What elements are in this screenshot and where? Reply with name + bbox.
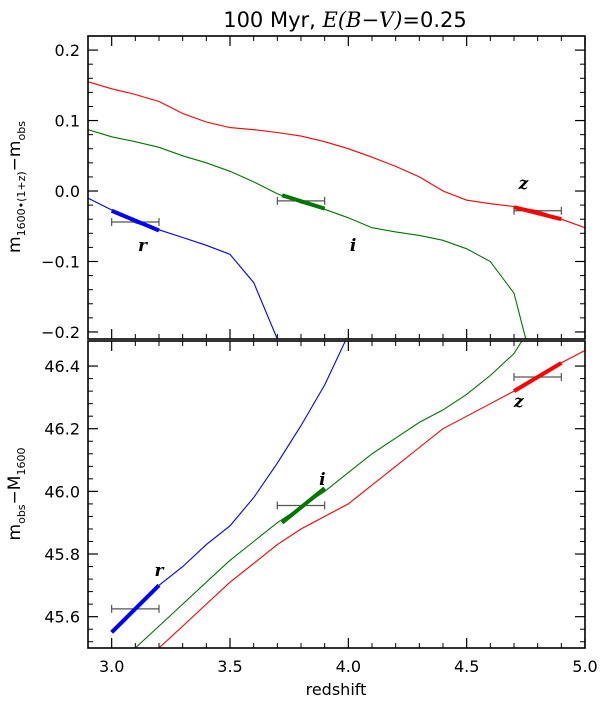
- top-ytick-label: 0.1: [55, 112, 80, 131]
- bottom-band-i-segment: [280, 486, 326, 525]
- bottom-xtick-label: 5.0: [572, 657, 597, 676]
- bottom-xtick-label: 4.5: [454, 657, 479, 676]
- top-band-z-segment: [513, 205, 562, 222]
- figure-title: 100 Myr, E(B−V)=0.25: [223, 8, 467, 32]
- top-series-group: [88, 81, 585, 339]
- bottom-axes: 45.6 45.8 46.0 46.2 46.4 3.0 3.5 4.0 4.5 5.0: [44, 341, 598, 676]
- bottom-band-label-i: i: [319, 470, 325, 490]
- bottom-ytick-label: 45.8: [44, 545, 80, 564]
- top-ytick-label: 0.0: [55, 182, 80, 201]
- bottom-xtick-label: 3.5: [217, 657, 242, 676]
- bottom-plot-area: r i z: [110, 341, 585, 648]
- top-band-label-z: z: [518, 174, 529, 194]
- top-band-r-segment: [110, 208, 160, 233]
- top-series-line-2: [88, 81, 585, 229]
- bottom-band-r-segment: [110, 583, 161, 634]
- bottom-series-line-0: [111, 341, 346, 633]
- x-axis-label: redshift: [306, 680, 367, 699]
- top-frame: [87, 35, 586, 340]
- bottom-ytick-label: 46.0: [44, 482, 80, 501]
- top-ytick-label: 0.2: [55, 41, 80, 60]
- bottom-ytick-label: 46.2: [44, 420, 80, 439]
- top-panel: r i z −0.2 −0.1 0.0 0.1 0.2 m1600•(1+z)−mobs: [5, 35, 586, 342]
- bottom-ytick-label: 45.6: [44, 608, 80, 627]
- top-ytick-label: −0.1: [41, 252, 80, 271]
- top-series-line-1: [88, 129, 527, 339]
- bottom-band-label-r: r: [155, 561, 165, 581]
- top-series-line-0: [88, 197, 278, 339]
- bottom-ylabel: mobs−M1600: [5, 448, 28, 541]
- bottom-series-group: [111, 341, 585, 648]
- bottom-panel: riz 45.645.846.046.246.43.0 3.5 4.0 4.5 5.0 …: [5, 340, 598, 676]
- top-axes: −0.2 −0.1 0.0 0.1 0.2: [41, 36, 586, 342]
- top-ylabel: m1600•(1+z)−mobs: [5, 121, 28, 253]
- bottom-xtick-label: 3.0: [99, 657, 124, 676]
- bottom-ytick-label: 46.4: [44, 357, 80, 376]
- top-plot-area: r i z: [88, 81, 585, 339]
- bottom-xtick-label: 4.0: [336, 657, 361, 676]
- top-band-label-r: r: [138, 236, 148, 256]
- top-band-label-i: i: [350, 236, 356, 256]
- top-band-i-segment: [281, 193, 326, 211]
- bottom-series-line-1: [134, 341, 523, 648]
- top-ytick-label: −0.2: [41, 323, 80, 342]
- bottom-band-label-z: z: [513, 392, 524, 412]
- bottom-frame: [87, 340, 586, 649]
- bottom-band-z-segment: [512, 361, 563, 393]
